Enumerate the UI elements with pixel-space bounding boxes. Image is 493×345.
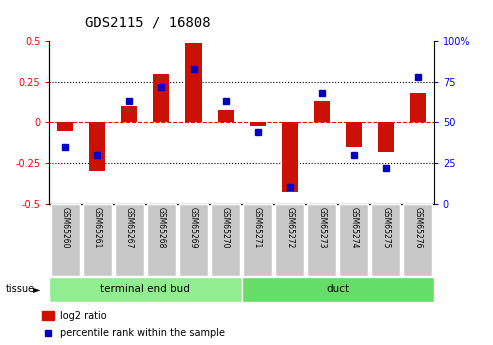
Bar — [275, 204, 304, 276]
Bar — [378, 122, 394, 152]
Text: GDS2115 / 16808: GDS2115 / 16808 — [85, 16, 211, 30]
Text: GSM65261: GSM65261 — [93, 207, 102, 248]
Bar — [42, 310, 54, 320]
Bar — [147, 204, 176, 276]
Text: GSM65267: GSM65267 — [125, 207, 134, 249]
Text: GSM65273: GSM65273 — [317, 207, 326, 249]
Bar — [211, 204, 240, 276]
Text: tissue: tissue — [6, 284, 35, 294]
Bar — [83, 204, 112, 276]
Text: GSM65269: GSM65269 — [189, 207, 198, 249]
Bar — [89, 122, 106, 171]
Bar — [153, 74, 170, 122]
Bar — [314, 101, 330, 122]
Bar — [185, 43, 202, 122]
Text: GSM65271: GSM65271 — [253, 207, 262, 248]
Text: ►: ► — [33, 284, 40, 294]
Text: GSM65272: GSM65272 — [285, 207, 294, 248]
Text: terminal end bud: terminal end bud — [101, 284, 190, 294]
Bar — [403, 204, 432, 276]
Text: GSM65275: GSM65275 — [381, 207, 390, 249]
Bar — [49, 277, 242, 302]
Bar — [57, 122, 73, 131]
Bar — [243, 204, 272, 276]
Text: GSM65276: GSM65276 — [413, 207, 423, 249]
Bar — [307, 204, 336, 276]
Bar — [51, 204, 80, 276]
Text: duct: duct — [326, 284, 349, 294]
Text: log2 ratio: log2 ratio — [60, 311, 107, 321]
Bar — [217, 109, 234, 122]
Text: GSM65268: GSM65268 — [157, 207, 166, 248]
Bar — [339, 204, 368, 276]
Bar — [115, 204, 144, 276]
Bar — [249, 122, 266, 126]
Bar — [410, 93, 426, 122]
Bar — [121, 106, 138, 122]
Bar — [179, 204, 208, 276]
Text: percentile rank within the sample: percentile rank within the sample — [60, 328, 225, 338]
Bar — [242, 277, 434, 302]
Text: GSM65270: GSM65270 — [221, 207, 230, 249]
Text: GSM65274: GSM65274 — [349, 207, 358, 249]
Bar — [282, 122, 298, 192]
Bar — [371, 204, 400, 276]
Bar — [346, 122, 362, 147]
Text: GSM65260: GSM65260 — [61, 207, 70, 249]
